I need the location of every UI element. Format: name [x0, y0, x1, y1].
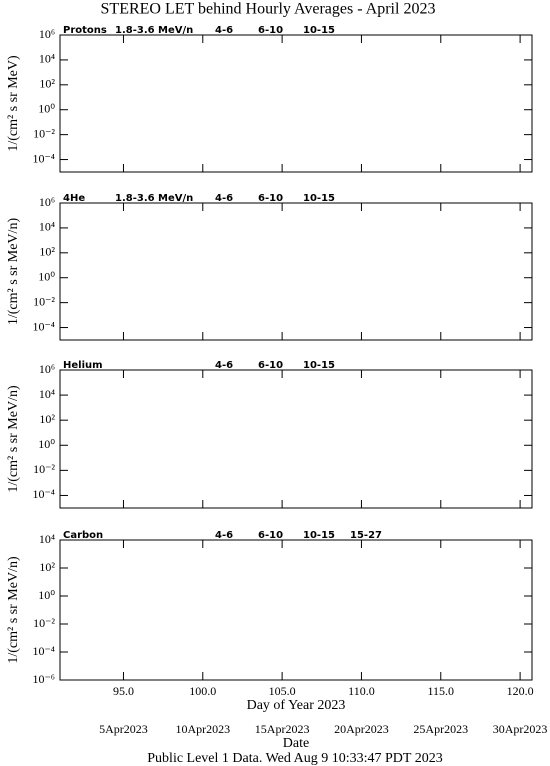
y-axis-label: 1/(cm² s sr MeV/n) — [6, 385, 21, 493]
legend-entry: 10-15 — [303, 193, 335, 204]
x-tick-label: 120.0 — [507, 684, 534, 698]
y-tick-label: 10⁰ — [38, 101, 55, 115]
y-tick-label: 10⁴ — [39, 532, 55, 546]
legend-entry: 15-27 — [350, 530, 382, 541]
legend-entry: 10-15 — [303, 530, 335, 541]
date-tick-label: 20Apr2023 — [334, 722, 389, 736]
y-tick-label: 10⁴ — [39, 52, 55, 66]
legend-entry: 6-10 — [258, 360, 283, 371]
y-axis-label: 1/(cm² s sr MeV/n) — [6, 218, 21, 326]
y-tick-label: 10⁰ — [38, 588, 55, 602]
y-axis-label: 1/(cm² s sr MeV) — [6, 55, 21, 152]
plot-frame — [59, 202, 533, 341]
y-tick-label: 10⁻⁴ — [32, 151, 55, 165]
panel-label: Carbon — [63, 530, 103, 541]
plot-frame — [59, 539, 533, 681]
y-tick-label: 10⁶ — [39, 362, 55, 376]
legend-entry: 4-6 — [215, 530, 233, 541]
y-axis-label: 1/(cm² s sr MeV/n) — [6, 556, 21, 664]
panel-label: 4He — [63, 193, 85, 204]
legend-entry: 6-10 — [258, 25, 283, 36]
y-tick-label: 10² — [39, 412, 55, 426]
y-tick-label: 10⁻⁴ — [32, 644, 55, 658]
date-axis-label: Date — [283, 736, 309, 751]
plot-frame — [59, 369, 533, 509]
y-tick-label: 10² — [39, 560, 55, 574]
y-tick-label: 10⁻⁴ — [32, 487, 55, 501]
panel-label: Helium — [63, 360, 103, 371]
legend-entry: 10-15 — [303, 360, 335, 371]
y-tick-label: 10⁴ — [39, 220, 55, 234]
legend-entry: 1.8-3.6 MeV/n — [115, 25, 193, 36]
legend-entry: 4-6 — [215, 360, 233, 371]
legend-entry: 4-6 — [215, 193, 233, 204]
date-tick-label: 25Apr2023 — [413, 722, 468, 736]
x-tick-label: 110.0 — [348, 684, 375, 698]
footer: Public Level 1 Data. Wed Aug 9 10:33:47 … — [147, 751, 442, 766]
chart-title: STEREO LET behind Hourly Averages - Apri… — [101, 1, 436, 18]
x-tick-label: 115.0 — [427, 684, 454, 698]
y-tick-label: 10⁴ — [39, 387, 55, 401]
y-tick-label: 10⁶ — [39, 195, 55, 209]
y-tick-label: 10⁻² — [33, 294, 55, 308]
y-tick-label: 10² — [39, 77, 55, 91]
legend-entry: 6-10 — [258, 530, 283, 541]
date-tick-label: 30Apr2023 — [493, 722, 548, 736]
y-tick-label: 10² — [39, 245, 55, 259]
panel-label: Protons — [63, 25, 107, 36]
y-tick-label: 10⁶ — [39, 27, 55, 41]
plot-frame — [59, 34, 533, 173]
date-tick-label: 10Apr2023 — [175, 722, 230, 736]
legend-entry: 1.8-3.6 MeV/n — [115, 193, 193, 204]
date-tick-label: 15Apr2023 — [255, 722, 310, 736]
y-tick-label: 10⁰ — [38, 269, 55, 283]
y-tick-label: 10⁻² — [33, 616, 55, 630]
date-tick-label: 5Apr2023 — [99, 722, 148, 736]
x-tick-label: 95.0 — [113, 684, 134, 698]
y-tick-label: 10⁻⁶ — [32, 672, 55, 686]
legend-entry: 4-6 — [215, 25, 233, 36]
x-tick-label: 100.0 — [189, 684, 216, 698]
y-tick-label: 10⁻² — [33, 462, 55, 476]
legend-entry: 6-10 — [258, 193, 283, 204]
y-tick-label: 10⁻² — [33, 126, 55, 140]
y-tick-label: 10⁰ — [38, 437, 55, 451]
x-axis-label: Day of Year 2023 — [247, 698, 346, 713]
legend-entry: 10-15 — [303, 25, 335, 36]
y-tick-label: 10⁻⁴ — [32, 319, 55, 333]
x-tick-label: 105.0 — [269, 684, 296, 698]
